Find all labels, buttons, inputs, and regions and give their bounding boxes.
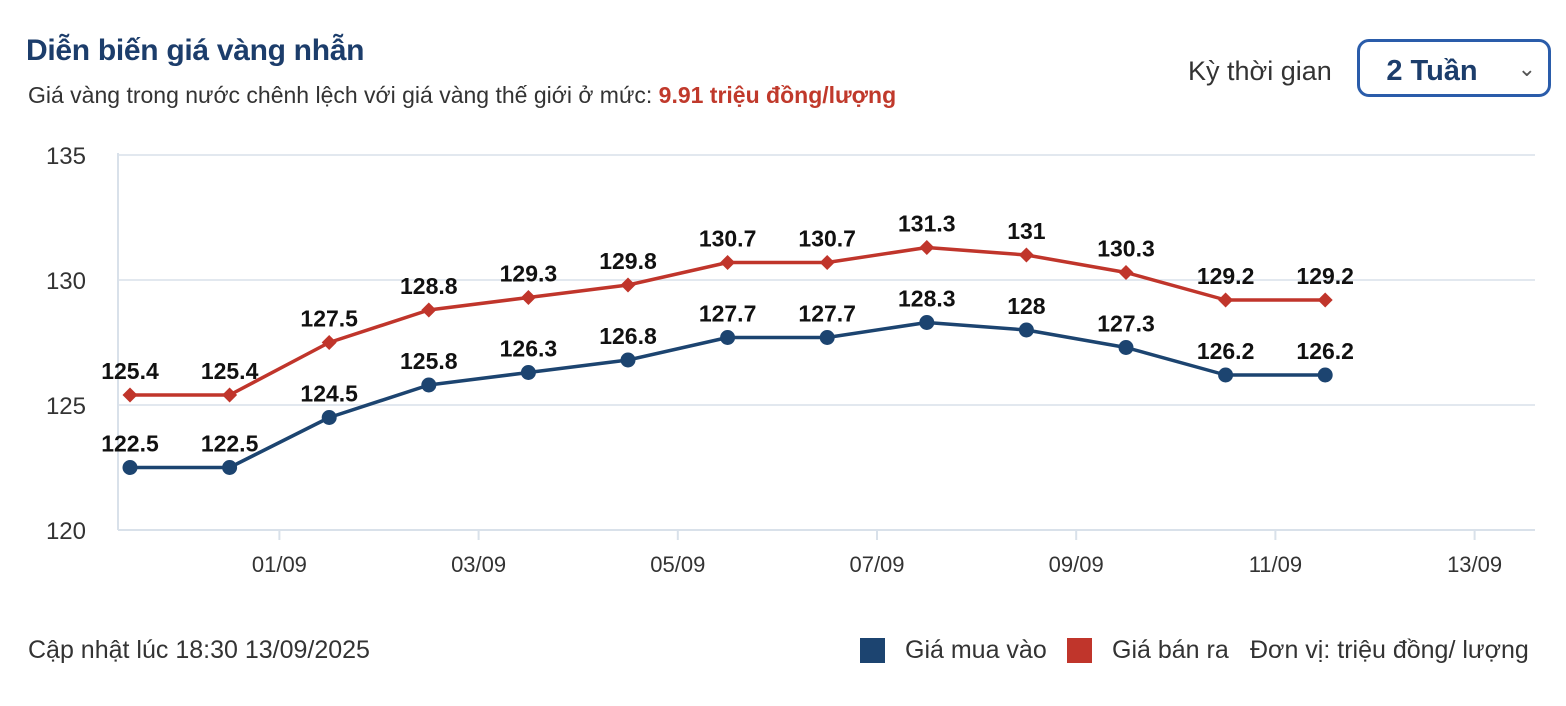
data-label-buy-11: 126.2 (1197, 338, 1255, 364)
point-sell-5 (620, 277, 636, 293)
chevron-down-icon: ⌄ (1517, 56, 1536, 81)
point-buy-2 (321, 410, 337, 425)
x-tick-label-1: 03/09 (451, 552, 506, 577)
point-buy-11 (1218, 367, 1234, 383)
point-buy-4 (520, 365, 536, 380)
unit-label: Đơn vị: triệu đồng/ lượng (1250, 636, 1529, 664)
data-label-buy-2: 124.5 (300, 381, 358, 407)
legend-swatch-sell (1067, 638, 1092, 663)
data-label-sell-6: 130.7 (699, 226, 757, 252)
data-label-sell-1: 125.4 (201, 358, 259, 384)
point-sell-2 (321, 335, 337, 350)
point-sell-7 (819, 255, 835, 270)
point-buy-10 (1118, 340, 1134, 355)
legend-label-buy: Giá mua vào (905, 636, 1047, 664)
point-sell-10 (1118, 265, 1134, 280)
data-label-sell-8: 131.3 (898, 211, 956, 237)
data-label-sell-4: 129.3 (500, 261, 558, 287)
legend-swatch-buy (860, 638, 885, 663)
point-buy-12 (1317, 367, 1333, 383)
data-label-buy-5: 126.8 (599, 323, 657, 349)
subtitle-prefix: Giá vàng trong nước chênh lệch với giá v… (28, 82, 659, 108)
y-tick-label-130: 130 (46, 268, 86, 295)
point-sell-6 (720, 255, 736, 270)
x-tick-label-2: 05/09 (650, 552, 705, 577)
legend-item-buy[interactable]: Giá mua vào (860, 636, 1047, 665)
x-tick-label-6: 13/09 (1447, 552, 1502, 577)
x-tick-label-5: 11/09 (1249, 552, 1302, 577)
period-label: Kỳ thời gian (1188, 56, 1332, 86)
chart-subtitle: Giá vàng trong nước chênh lệch với giá v… (28, 82, 896, 109)
x-tick-label-0: 01/09 (252, 552, 307, 577)
point-buy-8 (919, 315, 935, 330)
data-label-sell-5: 129.8 (599, 248, 657, 274)
data-label-buy-9: 128 (1007, 293, 1046, 319)
point-buy-6 (720, 330, 736, 345)
data-label-buy-1: 122.5 (201, 431, 259, 457)
legend-item-sell[interactable]: Giá bán ra (1067, 636, 1229, 665)
point-sell-0 (122, 387, 138, 403)
y-tick-label-125: 125 (46, 393, 86, 420)
data-label-sell-10: 130.3 (1097, 236, 1155, 262)
data-label-sell-2: 127.5 (300, 306, 358, 332)
data-label-buy-8: 128.3 (898, 286, 956, 312)
x-tick-label-4: 09/09 (1049, 552, 1104, 577)
point-buy-5 (620, 352, 636, 368)
y-tick-label-120: 120 (46, 518, 86, 545)
period-selected-value: 2 Tuần (1386, 55, 1478, 87)
data-label-buy-4: 126.3 (500, 336, 558, 362)
data-label-sell-12: 129.2 (1296, 263, 1354, 289)
point-buy-1 (222, 460, 238, 475)
data-label-sell-7: 130.7 (798, 226, 856, 252)
price-difference: 9.91 triệu đồng/lượng (658, 82, 897, 108)
data-label-buy-10: 127.3 (1097, 311, 1155, 337)
data-label-sell-11: 129.2 (1197, 263, 1255, 289)
x-tick-label-3: 07/09 (849, 552, 904, 577)
point-sell-11 (1218, 292, 1234, 308)
data-label-buy-6: 127.7 (699, 301, 757, 327)
chart-title: Diễn biến giá vàng nhẫn (26, 34, 365, 67)
point-buy-3 (421, 377, 437, 393)
point-buy-0 (122, 460, 138, 475)
point-sell-9 (1018, 247, 1034, 263)
period-select[interactable]: 2 Tuần ⌄ (1357, 39, 1551, 97)
point-sell-1 (222, 387, 238, 403)
point-sell-12 (1317, 292, 1333, 308)
point-buy-7 (819, 330, 835, 345)
data-label-buy-7: 127.7 (798, 301, 856, 327)
point-sell-3 (421, 302, 437, 318)
legend-label-sell: Giá bán ra (1112, 636, 1229, 664)
data-label-sell-0: 125.4 (101, 358, 159, 384)
line-chart: 120 125 130 135 01/09 03/09 05/09 07/09 09/09 11/… (46, 143, 1535, 577)
y-tick-label-135: 135 (46, 143, 86, 170)
point-buy-9 (1018, 322, 1034, 338)
point-sell-4 (520, 290, 536, 305)
data-label-sell-3: 128.8 (400, 273, 458, 299)
data-label-buy-3: 125.8 (400, 348, 458, 374)
data-label-buy-12: 126.2 (1296, 338, 1354, 364)
point-sell-8 (919, 240, 935, 255)
update-timestamp: Cập nhật lúc 18:30 13/09/2025 (28, 636, 370, 664)
data-label-sell-9: 131 (1007, 218, 1046, 244)
data-label-buy-0: 122.5 (101, 431, 159, 457)
